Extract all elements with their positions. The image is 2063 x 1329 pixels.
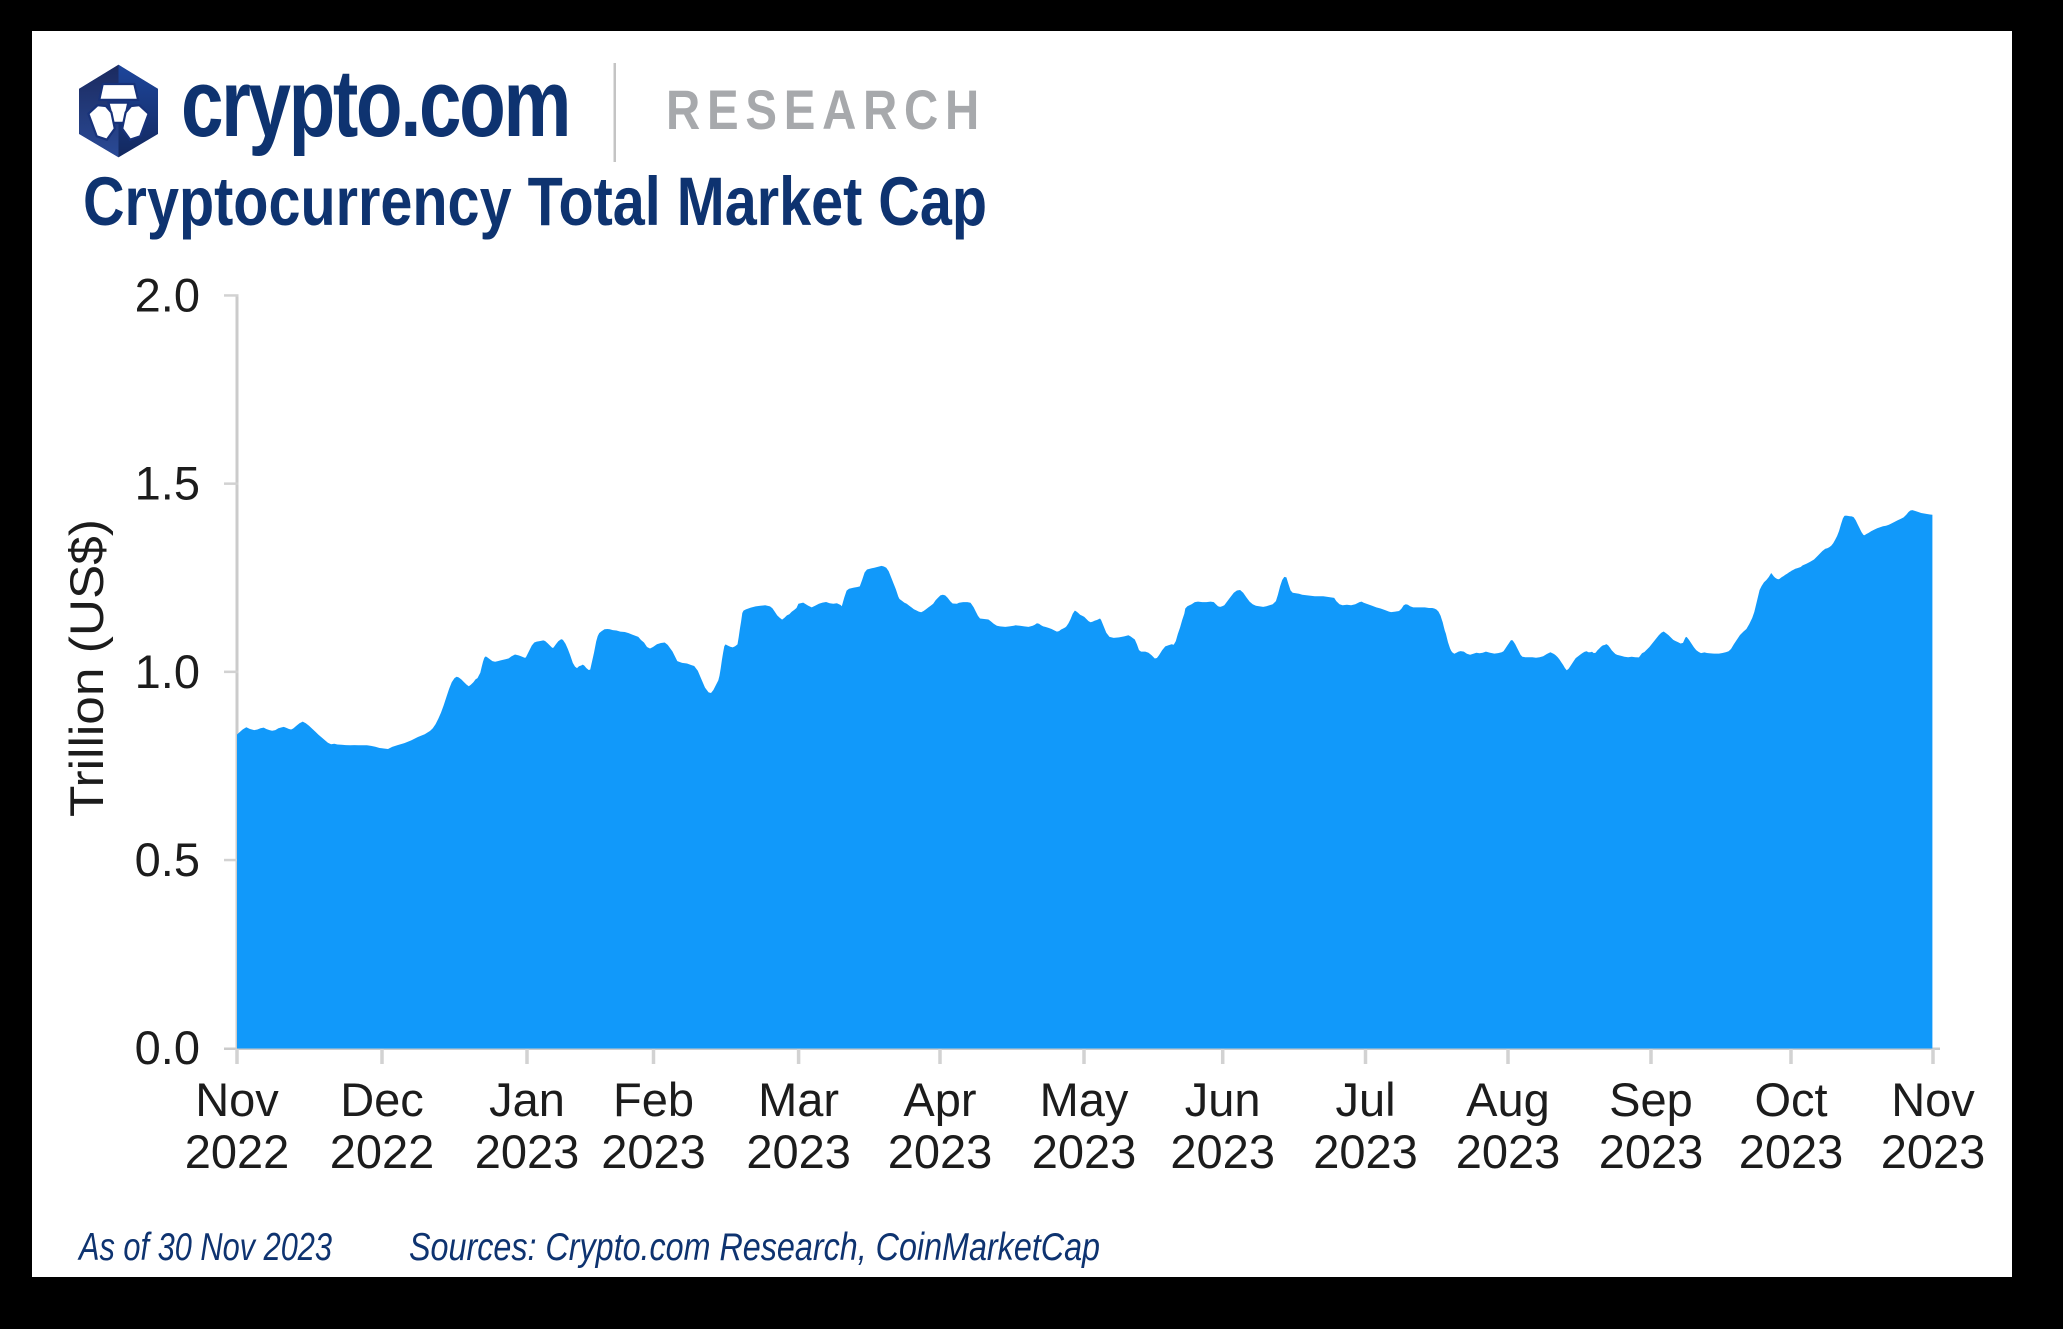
svg-text:2023: 2023: [1032, 1125, 1137, 1178]
svg-text:2023: 2023: [601, 1125, 706, 1178]
svg-text:Mar: Mar: [758, 1073, 839, 1126]
svg-text:Dec: Dec: [340, 1073, 424, 1126]
svg-text:2022: 2022: [185, 1125, 290, 1178]
svg-text:Aug: Aug: [1466, 1073, 1550, 1126]
svg-text:Sources: Crypto.com Research,: Sources: Crypto.com Research, CoinMarket…: [409, 1226, 1100, 1269]
svg-text:2023: 2023: [475, 1125, 580, 1178]
svg-text:2022: 2022: [330, 1125, 435, 1178]
svg-text:2023: 2023: [1313, 1125, 1418, 1178]
svg-text:2.0: 2.0: [135, 268, 200, 321]
svg-text:2023: 2023: [1599, 1125, 1704, 1178]
svg-text:Jul: Jul: [1335, 1073, 1395, 1126]
svg-text:2023: 2023: [1456, 1125, 1561, 1178]
svg-text:Apr: Apr: [903, 1073, 976, 1126]
svg-text:Nov: Nov: [195, 1073, 279, 1126]
svg-text:Oct: Oct: [1754, 1073, 1827, 1126]
svg-text:2023: 2023: [1881, 1125, 1986, 1178]
svg-text:0.0: 0.0: [135, 1021, 200, 1074]
svg-text:Jun: Jun: [1185, 1073, 1261, 1126]
svg-text:2023: 2023: [1739, 1125, 1844, 1178]
svg-text:1.0: 1.0: [135, 645, 200, 698]
svg-text:2023: 2023: [1170, 1125, 1275, 1178]
svg-text:May: May: [1040, 1073, 1129, 1126]
svg-text:Feb: Feb: [613, 1073, 694, 1126]
svg-text:Jan: Jan: [489, 1073, 565, 1126]
svg-text:RESEARCH: RESEARCH: [666, 78, 986, 141]
svg-text:Trillion (US$): Trillion (US$): [60, 519, 113, 817]
svg-text:0.5: 0.5: [135, 833, 200, 886]
svg-text:1.5: 1.5: [135, 457, 200, 510]
svg-text:As of 30 Nov 2023: As of 30 Nov 2023: [77, 1226, 332, 1269]
svg-text:Cryptocurrency Total Market Ca: Cryptocurrency Total Market Cap: [83, 163, 987, 240]
svg-text:2023: 2023: [746, 1125, 851, 1178]
svg-text:Nov: Nov: [1891, 1073, 1975, 1126]
svg-text:2023: 2023: [888, 1125, 993, 1178]
svg-text:crypto.com: crypto.com: [181, 50, 569, 157]
svg-text:Sep: Sep: [1609, 1073, 1693, 1126]
